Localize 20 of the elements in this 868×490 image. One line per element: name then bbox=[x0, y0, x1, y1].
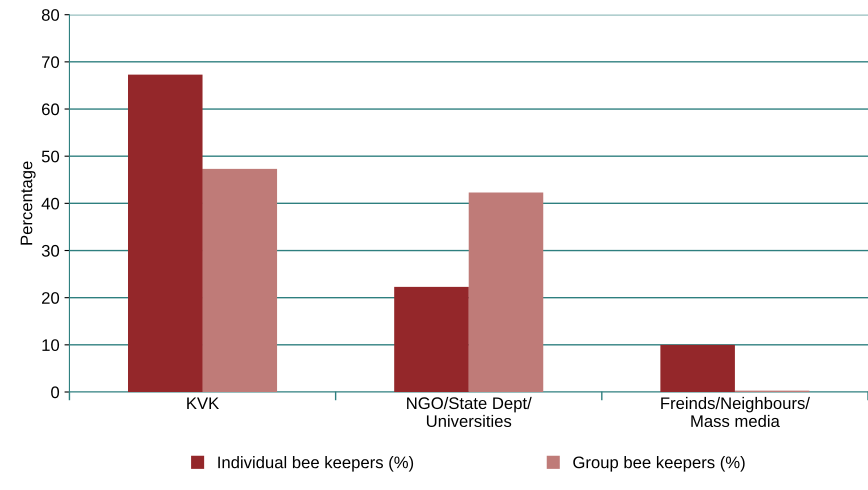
bar bbox=[128, 74, 203, 392]
y-tick-label: 50 bbox=[42, 150, 60, 162]
y-tick-label: 10 bbox=[42, 339, 60, 352]
y-tick-label: 80 bbox=[42, 9, 60, 21]
y-tick-label: 0 bbox=[51, 386, 60, 398]
y-tick-label: 20 bbox=[42, 292, 60, 304]
y-tick-label: 30 bbox=[42, 244, 60, 257]
bar bbox=[394, 286, 469, 392]
y-axis-title: Percentage bbox=[20, 161, 36, 245]
bar bbox=[660, 344, 735, 392]
bar bbox=[202, 168, 278, 392]
x-tick-label: KVK bbox=[187, 397, 220, 409]
y-tick-label: 60 bbox=[42, 103, 60, 116]
y-tick-label: 40 bbox=[42, 198, 60, 210]
legend-label: Group bee keepers (%) bbox=[573, 456, 745, 472]
bar bbox=[468, 192, 544, 392]
x-tick-label: Freinds/Neighbours/ Mass media bbox=[661, 396, 810, 428]
legend-label: Individual bee keepers (%) bbox=[218, 456, 414, 472]
y-tick-label: 70 bbox=[42, 56, 60, 68]
x-tick-label: NGO/State Dept/ Universities bbox=[407, 396, 532, 428]
